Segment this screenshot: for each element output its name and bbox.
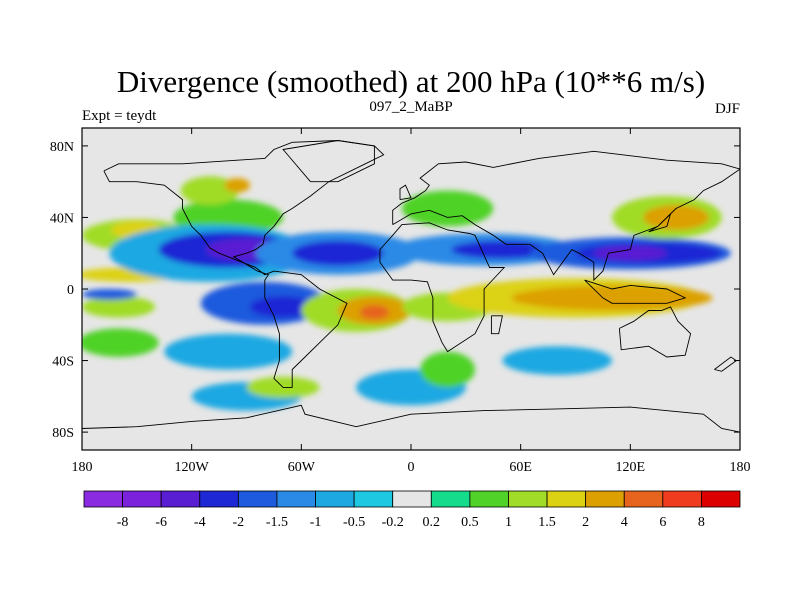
y-tick-label: 40N [50, 211, 74, 226]
colorbar-label: -8 [117, 515, 129, 530]
colorbar-swatch [546, 490, 587, 508]
contour-region [593, 246, 667, 261]
coastline [648, 212, 672, 233]
coastline [584, 279, 687, 304]
colorbar-swatch [430, 490, 471, 508]
colorbar-label: -1 [310, 515, 322, 530]
y-tick-label: 80S [52, 426, 74, 441]
contour-region [82, 328, 159, 357]
y-tick-label: 40S [52, 355, 74, 370]
x-tick-label: 0 [408, 460, 415, 475]
contour-region [420, 351, 475, 388]
coastline [379, 222, 506, 353]
chart-title: Divergence (smoothed) at 200 hPa (10**6 … [117, 64, 705, 99]
coastline [618, 306, 692, 358]
axes: 180 120W 60W 0 60E 120E 180 80N 40N 0 40S 80S [50, 128, 751, 475]
x-tick-label: 120W [175, 460, 210, 475]
contour-region [164, 333, 293, 370]
colorbar-label: -0.2 [382, 515, 404, 530]
contour-region [82, 289, 137, 300]
contour-field [82, 176, 731, 411]
contour-region [451, 240, 554, 259]
x-tick-label: 180 [730, 460, 751, 475]
colorbar-swatch [199, 490, 239, 508]
colorbar-label: -1.5 [266, 515, 288, 530]
contour-region [643, 204, 709, 230]
coastline [82, 404, 740, 433]
x-tick-label: 180 [72, 460, 93, 475]
y-tick-label: 0 [67, 283, 74, 298]
x-tick-label: 120E [616, 460, 646, 475]
contour-region [224, 178, 251, 193]
colorbar-label: 0.5 [461, 515, 479, 530]
colorbar-swatch [83, 490, 123, 508]
colorbar-swatch [392, 490, 432, 508]
coastlines [82, 140, 740, 433]
colorbar-swatch [237, 490, 278, 508]
season-label: DJF [715, 101, 740, 117]
colorbar-label: 8 [698, 515, 705, 530]
coastline [490, 315, 503, 335]
colorbar-swatch [122, 490, 162, 508]
colorbar-label: 2 [582, 515, 589, 530]
colorbar-swatch [662, 490, 702, 508]
colorbar-swatch [623, 490, 664, 508]
colorbar-label: 1 [505, 515, 512, 530]
x-tick-label: 60E [509, 460, 532, 475]
colorbar-swatch [353, 490, 394, 508]
contour-region [82, 296, 156, 318]
colorbar-label: 4 [621, 515, 628, 530]
colorbar-swatch [469, 490, 509, 508]
coastline [282, 140, 375, 183]
y-tick-label: 80N [50, 140, 74, 155]
contour-region [180, 176, 240, 205]
colorbar-swatch [315, 490, 355, 508]
colorbar-label: 1.5 [538, 515, 556, 530]
colorbar-label: -6 [155, 515, 167, 530]
expt-label: Expt = teydt [82, 108, 157, 124]
x-tick-label: 60W [288, 460, 316, 475]
contour-region [511, 285, 713, 311]
coastline [399, 184, 412, 201]
colorbar-label: 6 [659, 515, 666, 530]
colorbar-swatch [701, 490, 741, 508]
contour-region [502, 346, 613, 375]
map-area [82, 128, 740, 450]
colorbar-swatch [585, 490, 625, 508]
case-label: 097_2_MaBP [369, 99, 452, 115]
colorbar-swatch [508, 490, 548, 508]
colorbar-swatch [160, 490, 201, 508]
colorbar-label: -2 [233, 515, 245, 530]
contour-region [359, 305, 390, 320]
colorbar-swatch [276, 490, 316, 508]
colorbar-label: -4 [194, 515, 206, 530]
contour-region [401, 190, 494, 227]
colorbar: -8 -6 -4 -2 -1.5 -1 -0.5 -0.2 0.2 0.5 1 1.5 2 4 6 8 [83, 490, 741, 530]
colorbar-label: 0.2 [423, 515, 441, 530]
contour-region [292, 240, 384, 266]
colorbar-label: -0.5 [343, 515, 365, 530]
coastline [392, 150, 740, 282]
